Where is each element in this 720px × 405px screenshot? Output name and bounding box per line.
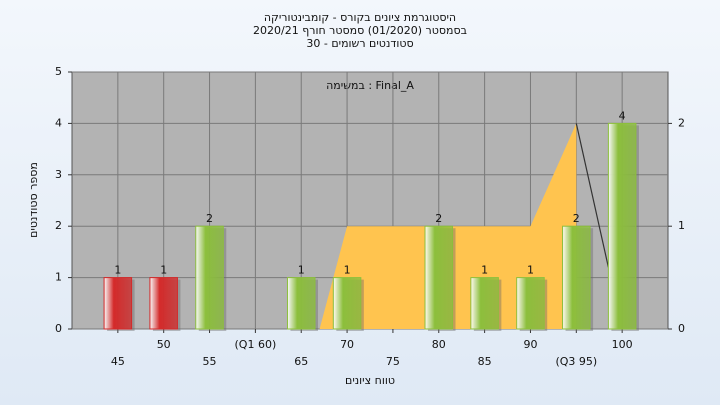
y2-tick-label: 2 xyxy=(678,116,685,129)
x-tick-label: 70 xyxy=(340,338,354,351)
x-tick-label: 45 xyxy=(111,355,125,368)
x-tick-label: 55 xyxy=(203,355,217,368)
bar xyxy=(470,277,499,330)
bar xyxy=(195,225,224,330)
y2-tick-label: 0 xyxy=(678,322,685,335)
bar xyxy=(607,122,637,330)
x-tick-label: 100 xyxy=(612,338,633,351)
y-tick-label: 5 xyxy=(55,65,62,78)
data-label: 1 xyxy=(481,264,488,277)
data-label: 2 xyxy=(206,212,213,225)
data-label: 2 xyxy=(435,212,442,225)
data-label: 1 xyxy=(298,264,305,277)
x-tick-label: 90 xyxy=(523,338,537,351)
chart-title: היסטוגרמת ציונים בקורס - קומבינטוריקה xyxy=(264,11,456,24)
y-tick-label: 4 xyxy=(55,116,62,129)
x-axis-label: טווח ציונים xyxy=(345,374,395,387)
x-tick-label: 65 xyxy=(294,355,308,368)
y-tick-label: 2 xyxy=(55,219,62,232)
y-axis-label: מספר סטודנטים xyxy=(27,162,40,238)
bar xyxy=(562,225,591,330)
bar xyxy=(149,277,178,330)
bar xyxy=(516,277,545,330)
annotation: במשימה : Final_A xyxy=(326,79,414,92)
data-label: 1 xyxy=(114,264,121,277)
bar xyxy=(424,225,454,330)
data-label: 2 xyxy=(573,212,580,225)
y-tick-label: 0 xyxy=(55,322,62,335)
data-label: 1 xyxy=(344,264,351,277)
chart-subtitle: סטודנטים רשומים - 30 xyxy=(306,37,413,50)
x-tick-label: 75 xyxy=(386,355,400,368)
y2-tick-label: 1 xyxy=(678,219,685,232)
y-tick-label: 3 xyxy=(55,168,62,181)
x-tick-label: 85 xyxy=(478,355,492,368)
x-tick-label: 80 xyxy=(432,338,446,351)
x-tick-label: (Q3 95) xyxy=(555,355,597,368)
bar xyxy=(103,277,133,330)
x-tick-label: (Q1 60) xyxy=(235,338,277,351)
line xyxy=(575,123,609,268)
x-tick-label: 50 xyxy=(157,338,171,351)
data-label: 4 xyxy=(619,109,626,122)
data-label: 1 xyxy=(160,264,167,277)
bar xyxy=(286,277,316,330)
data-label: 1 xyxy=(527,264,534,277)
chart-subtitle: בסמסטר (01/2020) סמסטר חורף 2020/21 xyxy=(253,24,467,37)
y-tick-label: 1 xyxy=(55,271,62,284)
bar xyxy=(332,277,362,330)
